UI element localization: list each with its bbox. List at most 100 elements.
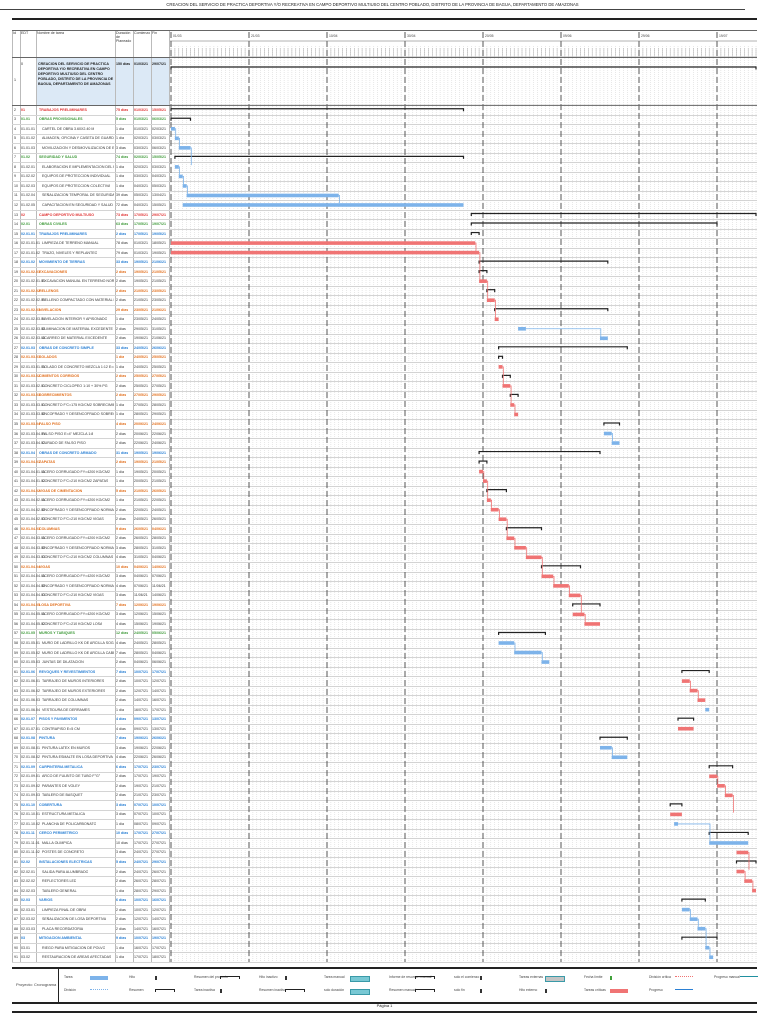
- task-bar[interactable]: [709, 841, 749, 845]
- task-name[interactable]: SOLADOS: [39, 355, 57, 360]
- task-name[interactable]: ENCOFRADO Y DESENCOFRADO SOBRECIMIENTO: [42, 412, 114, 417]
- task-name[interactable]: CONCRETO F'C=210 KG/CM2 ZAPATAS: [42, 479, 109, 484]
- task-name[interactable]: INSTALACIONES ELECTRICAS: [39, 860, 93, 865]
- task-name[interactable]: TRAZO, NIVELES Y REPLANTEO: [42, 250, 98, 255]
- task-name[interactable]: ALMACEN, OFICINA Y CASETA DE GUARDIANIA: [42, 136, 114, 141]
- summary-bar[interactable]: [708, 765, 734, 769]
- task-name[interactable]: CIMIENTOS CORRIDOS: [39, 374, 80, 379]
- task-name[interactable]: ELIMINACION DE MATERIAL EXCEDENTE: [42, 326, 113, 331]
- critical-task-bar[interactable]: [479, 279, 487, 283]
- task-bar[interactable]: [611, 441, 620, 445]
- task-name[interactable]: MITIGACION AMBIENTAL: [39, 936, 83, 941]
- critical-task-bar[interactable]: [502, 384, 511, 388]
- task-name[interactable]: REFLECTORES LED: [42, 879, 77, 884]
- task-bar[interactable]: [681, 907, 690, 912]
- critical-task-bar[interactable]: [736, 869, 745, 874]
- task-bar[interactable]: [174, 136, 179, 141]
- task-name[interactable]: PLACA RECORDATORIA: [42, 926, 84, 931]
- critical-task-bar[interactable]: [697, 698, 706, 702]
- task-name[interactable]: LIMPIEZA FINAL DE OBRA: [42, 907, 87, 912]
- summary-bar[interactable]: [494, 308, 609, 312]
- critical-task-bar[interactable]: [724, 793, 733, 798]
- task-bar[interactable]: [674, 822, 678, 826]
- task-bar[interactable]: [611, 755, 628, 760]
- task-bar[interactable]: [518, 326, 526, 331]
- task-bar[interactable]: [178, 174, 183, 179]
- task-name[interactable]: SALIDA PARA ALUMBRADO: [42, 869, 89, 874]
- task-name[interactable]: EXCAVACION MANUAL EN TERRENO NORMAL: [42, 279, 114, 284]
- task-name[interactable]: MURO DE LADRILLO KK DE ARCILLA SOGA: [42, 641, 114, 645]
- critical-task-bar[interactable]: [486, 498, 491, 502]
- task-name[interactable]: TRABAJOS PRELIMINARES: [39, 107, 87, 112]
- column-header-duration[interactable]: Duración de Planeado: [116, 31, 132, 43]
- summary-bar[interactable]: [540, 565, 582, 569]
- task-name[interactable]: CAPACITACION EN SEGURIDAD Y SALUD: [42, 202, 114, 207]
- critical-task-bar[interactable]: [584, 622, 600, 626]
- summary-bar[interactable]: [478, 450, 601, 455]
- task-bar[interactable]: [186, 193, 339, 198]
- task-name[interactable]: TARRAJEO DE MUROS INTERIORES: [42, 679, 105, 684]
- critical-task-bar[interactable]: [744, 879, 753, 883]
- critical-task-bar[interactable]: [514, 412, 519, 417]
- task-bar[interactable]: [541, 660, 550, 664]
- summary-bar[interactable]: [470, 222, 718, 226]
- task-bar[interactable]: [498, 641, 515, 645]
- critical-task-bar[interactable]: [752, 888, 756, 893]
- task-name[interactable]: CARTEL DE OBRA 3.60X2.40 M: [42, 126, 95, 131]
- critical-task-bar[interactable]: [171, 241, 476, 245]
- task-bar[interactable]: [174, 165, 179, 169]
- task-name[interactable]: MALLA OLIMPICA: [42, 840, 72, 845]
- column-header-edt[interactable]: EDT: [21, 31, 29, 35]
- task-name[interactable]: CONCRETO CICLOPEO 1:10 + 30% PG: [42, 383, 108, 388]
- task-name[interactable]: TABLERO DE BASQUET: [42, 793, 83, 798]
- task-name[interactable]: CONCRETO F'C=210 KG/CM2 VIGAS: [42, 593, 104, 598]
- summary-bar[interactable]: [669, 803, 683, 807]
- task-name[interactable]: NIVELACION INTERIOR Y APISONADO: [42, 317, 108, 322]
- task-name[interactable]: SEÑALIZACION DE LOSA DEPORTIVA: [42, 917, 107, 922]
- task-bar[interactable]: [178, 146, 191, 150]
- critical-task-bar[interactable]: [483, 479, 487, 483]
- task-name[interactable]: OBRAS DE CONCRETO SIMPLE: [39, 345, 94, 350]
- critical-task-bar[interactable]: [717, 784, 725, 788]
- summary-bar[interactable]: [478, 260, 609, 264]
- summary-bar[interactable]: [677, 717, 695, 721]
- task-bar[interactable]: [705, 945, 710, 950]
- critical-task-bar[interactable]: [506, 536, 515, 541]
- task-name[interactable]: PARANTES DE VOLEY: [42, 783, 81, 788]
- task-name[interactable]: ACERO CORRUGADO FY=4200 KG/CM2: [42, 574, 110, 579]
- task-name[interactable]: OBRAS DE CONCRETO ARMADO: [39, 450, 97, 455]
- column-header-start[interactable]: Comienzo: [134, 31, 151, 35]
- summary-bar[interactable]: [509, 393, 519, 397]
- task-name[interactable]: VARIOS: [39, 898, 53, 903]
- critical-task-bar[interactable]: [510, 403, 515, 407]
- project-name[interactable]: CREACION DEL SERVICIO DE PRACTICA DEPORT…: [38, 62, 114, 86]
- task-bar[interactable]: [603, 431, 612, 436]
- task-name[interactable]: ACERO CORRUGADO FY=4200 KG/CM2: [42, 469, 110, 474]
- task-name[interactable]: ACARREO DE MATERIAL EXCEDENTE: [42, 336, 108, 341]
- task-bar[interactable]: [171, 127, 175, 131]
- task-bar[interactable]: [514, 650, 542, 655]
- critical-task-bar[interactable]: [498, 517, 507, 522]
- task-name[interactable]: SOLADO DE CONCRETO MEZCLA 1:12 E=4": [42, 364, 114, 369]
- task-name[interactable]: ACERO CORRUGADO FY=4200 KG/CM2: [42, 498, 110, 503]
- task-name[interactable]: CONTRAPISO E=5 CM: [42, 726, 80, 731]
- task-name[interactable]: CONCRETO F'C=210 KG/CM2 LOSA: [42, 621, 103, 626]
- critical-task-bar[interactable]: [553, 584, 569, 588]
- task-name[interactable]: ARCO DE FULBITO DE TUBO F°G°: [42, 774, 101, 779]
- summary-bar[interactable]: [603, 422, 621, 426]
- critical-task-bar[interactable]: [514, 545, 526, 550]
- task-name[interactable]: RIEGO PARA MITIGACION DE POLVO: [42, 945, 106, 950]
- task-name[interactable]: VESTIDURA DE DERRAMES: [42, 707, 90, 712]
- summary-bar[interactable]: [498, 355, 504, 359]
- task-name[interactable]: TARRAJEO DE COLUMNAS: [42, 698, 89, 703]
- task-name[interactable]: PISOS Y PAVIMENTOS: [39, 717, 78, 722]
- task-name[interactable]: ZAPATAS: [39, 460, 56, 465]
- task-bar[interactable]: [689, 917, 698, 921]
- task-name[interactable]: EQUIPOS DE PROTECCION INDIVIDUAL: [42, 174, 111, 179]
- summary-bar[interactable]: [708, 831, 749, 835]
- summary-bar[interactable]: [174, 155, 465, 159]
- task-name[interactable]: LOSA DEPORTIVA: [39, 602, 71, 607]
- task-name[interactable]: CERCO PERIMETRICO: [39, 831, 78, 836]
- critical-task-bar[interactable]: [479, 469, 483, 474]
- task-name[interactable]: POSTES DE CONCRETO: [42, 850, 85, 855]
